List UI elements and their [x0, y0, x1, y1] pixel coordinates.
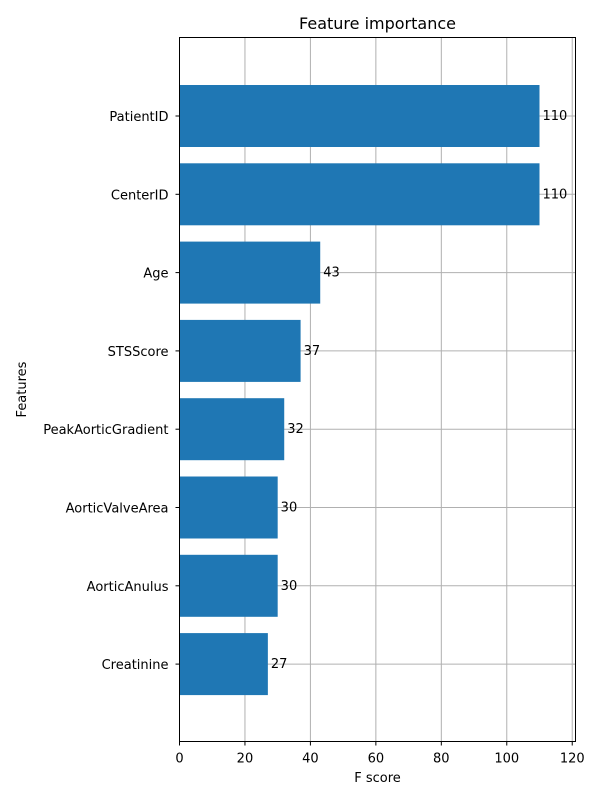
y-tick-label: AorticValveArea [66, 502, 169, 517]
bar [179, 398, 285, 461]
x-tick-label: 80 [433, 752, 450, 767]
value-labels-layer: 110 110 43 37 32 30 30 27 [271, 109, 567, 672]
y-tick-label: STSScore [108, 345, 169, 360]
bar [179, 241, 321, 304]
bar [179, 633, 268, 696]
chart-title: Feature importance [299, 14, 456, 33]
x-tick-label: 40 [302, 752, 319, 767]
y-tick-label: PatientID [109, 110, 168, 125]
bar-value-label: 110 [543, 187, 568, 202]
y-tick-label: AorticAnulus [87, 580, 169, 595]
x-tick-label: 0 [175, 752, 183, 767]
y-tick-label: Age [143, 267, 168, 282]
x-tick-label: 20 [237, 752, 254, 767]
bars-layer [179, 85, 540, 696]
y-tick-label: PeakAorticGradient [43, 423, 168, 438]
x-axis-title: F score [354, 771, 401, 786]
bar-value-label: 30 [281, 579, 298, 594]
bar [179, 163, 540, 226]
bar-value-label: 110 [543, 109, 568, 124]
bar [179, 554, 278, 617]
y-tick-label: CenterID [111, 188, 169, 203]
bar [179, 476, 278, 539]
x-tick-label: 60 [368, 752, 385, 767]
bar-value-label: 37 [304, 344, 321, 359]
bar-value-label: 30 [281, 501, 298, 516]
bar-value-label: 27 [271, 657, 288, 672]
y-tick-label: Creatinine [102, 658, 169, 673]
x-tick-label: 120 [560, 752, 585, 767]
bar [179, 85, 540, 147]
plot-frame [179, 37, 576, 742]
bar-value-label: 43 [323, 266, 340, 281]
bar-value-label: 32 [287, 422, 304, 437]
bar [179, 319, 301, 382]
ticks-layer: 0 20 40 60 80 100 120 PatientID CenterID Age STSSc… [43, 110, 584, 767]
y-axis-title: Features [15, 361, 30, 417]
x-tick-label: 100 [494, 752, 519, 767]
